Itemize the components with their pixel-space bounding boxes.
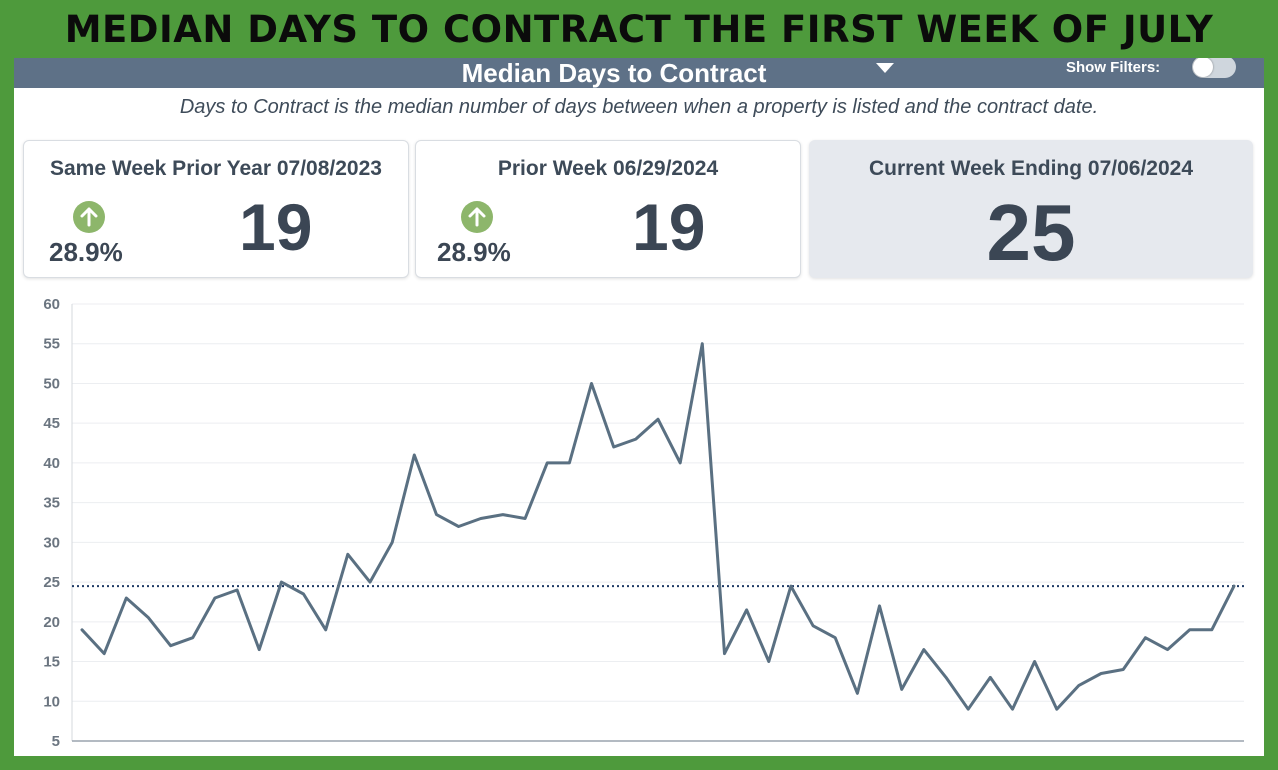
y-tick-label: 20 <box>43 614 60 631</box>
y-tick-label: 5 <box>52 733 60 750</box>
prior-week-label: Prior Week 06/29/2024 <box>497 157 719 180</box>
y-tick-label: 10 <box>43 693 60 710</box>
prior-year-label: Same Week Prior Year 07/08/2023 <box>50 157 382 180</box>
dashboard-panel: Median Days to Contract Show Filters: Da… <box>14 58 1264 756</box>
y-tick-label: 15 <box>43 654 60 671</box>
prior-year-change: 28.9% <box>49 237 123 267</box>
banner: MEDIAN DAYS TO CONTRACT THE FIRST WEEK O… <box>0 0 1278 58</box>
dropdown-caret-icon[interactable] <box>876 63 894 73</box>
y-tick-label: 45 <box>43 415 60 432</box>
up-arrow-icon <box>461 201 493 233</box>
prior-week-card: Prior Week 06/29/2024 28.9% 19 <box>415 140 801 278</box>
y-tick-label: 25 <box>43 574 60 591</box>
y-tick-label: 40 <box>43 455 60 472</box>
header-bar: Median Days to Contract Show Filters: <box>14 58 1264 88</box>
header-title: Median Days to Contract <box>461 58 767 88</box>
y-tick-label: 35 <box>43 495 60 512</box>
prior-week-change: 28.9% <box>437 237 511 267</box>
show-filters-label: Show Filters: <box>1066 59 1161 76</box>
prior-year-value: 19 <box>239 190 313 264</box>
up-arrow-icon <box>73 201 105 233</box>
y-tick-label: 55 <box>43 336 60 353</box>
toggle-knob <box>1193 58 1213 77</box>
banner-title: MEDIAN DAYS TO CONTRACT THE FIRST WEEK O… <box>64 7 1214 51</box>
show-filters-toggle[interactable] <box>1192 58 1236 78</box>
median-days-line-chart: 5 10 15 20 25 30 35 40 45 50 55 60 <box>43 296 1244 750</box>
current-week-value: 25 <box>986 188 1076 277</box>
series-line <box>80 342 1236 711</box>
y-tick-label: 30 <box>43 534 60 551</box>
y-tick-label: 50 <box>43 375 60 392</box>
y-tick-label: 60 <box>43 296 60 313</box>
prior-year-card: Same Week Prior Year 07/08/2023 28.9% 19 <box>23 140 409 278</box>
current-week-label: Current Week Ending 07/06/2024 <box>868 157 1194 180</box>
prior-week-value: 19 <box>632 190 706 264</box>
chart-description: Days to Contract is the median number of… <box>179 96 1099 118</box>
current-week-card: Current Week Ending 07/06/2024 25 <box>809 140 1253 278</box>
